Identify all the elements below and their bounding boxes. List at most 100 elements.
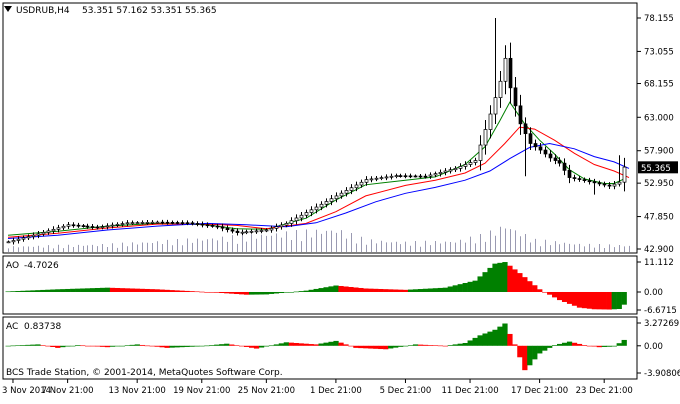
candle-body [240, 231, 245, 234]
ao-histogram-bar [313, 288, 319, 292]
ao-histogram-bar [353, 287, 359, 292]
ao-histogram-bar [124, 288, 131, 292]
ao-histogram-bar [308, 289, 314, 292]
ac-histogram-bar [417, 344, 424, 346]
candle-body [26, 236, 31, 239]
candle-body [95, 226, 100, 229]
ac-histogram-bar [55, 345, 61, 348]
ac-histogram-bar [164, 345, 170, 348]
candle-body [453, 168, 458, 171]
candle-body [16, 238, 21, 241]
ac-histogram-bar [35, 344, 41, 346]
ao-histogram-bar [194, 291, 200, 293]
ao-histogram-bar [248, 291, 255, 295]
ac-histogram-bar [566, 341, 573, 346]
candle-body [418, 175, 423, 178]
ao-histogram-bar [571, 291, 578, 306]
ao-histogram-bar [507, 265, 513, 292]
candle-body [423, 175, 428, 178]
candle-body [557, 160, 562, 164]
candle-body [587, 180, 592, 183]
ac-histogram-bar [561, 342, 568, 346]
price-tick-label: 57.900 [644, 147, 674, 157]
candle-body [398, 175, 403, 177]
ac-histogram-bar [402, 345, 409, 347]
ao-histogram-bar [547, 291, 553, 295]
time-tick-label: 3 Nov 2014 [2, 386, 51, 396]
candle-body [51, 228, 56, 232]
ac-histogram-bar [144, 345, 150, 347]
ac-histogram-bar [129, 344, 135, 346]
ac-histogram-bar [204, 345, 210, 347]
ao-title: AO [6, 261, 19, 271]
candle-body [190, 222, 195, 225]
candle-body [394, 175, 399, 177]
ac-histogram-bar [318, 343, 324, 346]
ao-histogram-bar [378, 288, 384, 292]
ac-histogram-bar [224, 343, 230, 346]
ac-histogram-bar [343, 344, 349, 346]
ac-histogram-bar [104, 345, 111, 348]
candle-body [225, 227, 230, 231]
ac-histogram-bar [154, 345, 160, 347]
ao-histogram-bar [20, 290, 26, 292]
price-tick-label: 73.055 [644, 47, 674, 57]
ac-histogram-bar [576, 343, 583, 346]
ao-histogram-bar [303, 290, 309, 292]
ac-histogram-bar [114, 345, 121, 347]
ao-histogram-bar [159, 289, 165, 292]
ao-histogram-bar [487, 267, 493, 292]
ac-histogram-bar [288, 342, 294, 346]
ao-histogram-bar [293, 291, 299, 293]
ao-histogram-bar [601, 291, 607, 310]
candle-body [543, 149, 548, 155]
candle-body [553, 157, 558, 161]
candle-body [617, 181, 622, 185]
ao-tick-label: 0.00 [644, 288, 663, 298]
ac-histogram-bar [214, 344, 220, 346]
candle-body [324, 201, 329, 205]
ao-histogram-bar [383, 289, 389, 292]
ac-histogram-bar [99, 345, 106, 347]
ao-histogram-bar [144, 288, 150, 292]
candle-body [339, 192, 344, 197]
ac-histogram-bar [586, 345, 593, 347]
ac-histogram-bar [512, 344, 518, 346]
ac-histogram-bar [338, 342, 344, 346]
ac-histogram-bar [209, 345, 215, 346]
panel-frame-3 [2, 316, 638, 380]
candle-body [105, 225, 110, 228]
ac-histogram-bar [298, 343, 304, 346]
ao-histogram-bar [497, 262, 503, 292]
ao-histogram-bar [323, 287, 329, 292]
ao-histogram-bar [621, 291, 627, 305]
candle-body [235, 230, 240, 233]
ac-histogram-bar [472, 337, 478, 346]
ac-histogram-bar [527, 345, 533, 366]
ac-tick-label: 3.27269 [644, 319, 679, 329]
ao-histogram-bar [492, 263, 498, 292]
ao-histogram-bar [60, 289, 66, 292]
ac-histogram-bar [497, 326, 503, 346]
ao-histogram-bar [586, 291, 593, 309]
ac-histogram-bar [60, 345, 66, 348]
moving-average-line-1 [7, 101, 625, 236]
ao-histogram-bar [318, 288, 324, 292]
ac-histogram-bar [109, 345, 116, 347]
ac-histogram-bar [219, 344, 225, 346]
ac-histogram-bar [134, 344, 140, 346]
ao-histogram-bar [452, 285, 458, 292]
candle-body [359, 181, 364, 186]
ac-histogram-bar [422, 344, 429, 346]
ao-histogram-bar [581, 291, 588, 309]
candle-body [443, 170, 448, 173]
ao-histogram-bar [402, 289, 409, 292]
ao-histogram-bar [5, 291, 11, 293]
ac-histogram-bar [65, 345, 71, 347]
dropdown-triangle-icon[interactable] [4, 6, 12, 12]
candle-body [244, 231, 249, 234]
candle-body [41, 232, 46, 235]
